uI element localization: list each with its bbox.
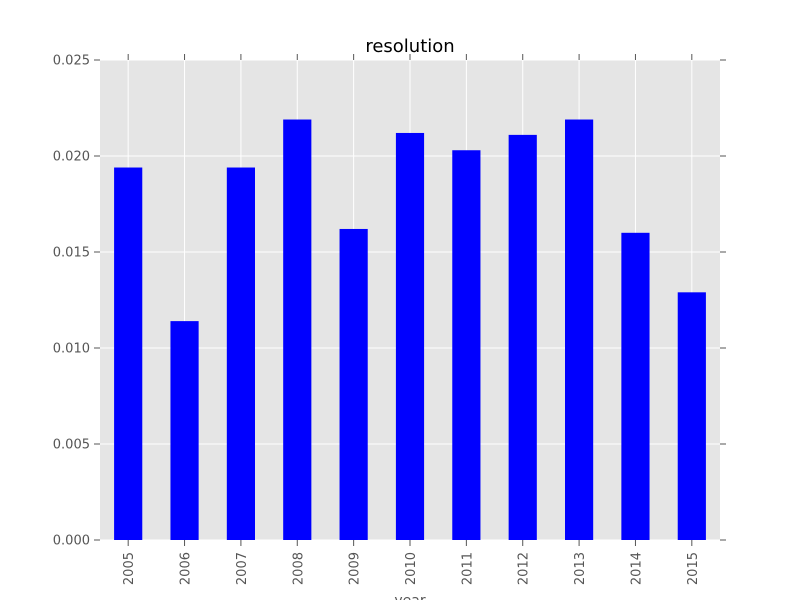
bar-2009 [339, 228, 368, 540]
bar-2006 [170, 321, 199, 540]
bar-2015 [677, 292, 706, 540]
y-tick-label: 0.015 [53, 246, 90, 261]
x-tick-label: 2006 [179, 552, 194, 585]
axis-ticks [94, 54, 726, 546]
y-tick-label: 0.025 [53, 54, 90, 69]
y-tick-labels: 0.000 0.005 0.010 0.015 0.020 0.025 [53, 54, 90, 549]
x-tick-label: 2015 [686, 552, 701, 585]
bar-2011 [452, 150, 481, 541]
x-tick-label: 2008 [291, 552, 306, 585]
bars [114, 119, 706, 541]
bar-2010 [395, 132, 425, 540]
bar-2005 [114, 167, 143, 540]
bar-2012 [508, 134, 537, 540]
x-tick-labels: 2005 2006 2007 2008 2009 2010 2011 2012 2013 2014… [122, 552, 701, 585]
x-tick-label: 2012 [517, 552, 532, 585]
y-tick-label: 0.000 [53, 534, 90, 549]
bar-2013 [565, 119, 594, 541]
x-tick-label: 2007 [235, 552, 250, 585]
x-tick-label: 2011 [460, 552, 475, 585]
chart-title: resolution [365, 36, 454, 57]
bar-2007 [226, 167, 255, 540]
x-tick-label: 2005 [122, 552, 137, 585]
y-tick-label: 0.010 [53, 342, 90, 357]
x-axis-label: year [394, 593, 425, 600]
x-tick-label: 2013 [573, 552, 588, 585]
x-tick-label: 2010 [404, 552, 419, 585]
x-tick-label: 2009 [348, 552, 363, 585]
y-tick-label: 0.020 [53, 150, 90, 165]
bar-2014 [621, 232, 650, 541]
x-tick-label: 2014 [629, 552, 644, 585]
bar-2008 [283, 119, 312, 541]
y-tick-label: 0.005 [53, 438, 90, 453]
